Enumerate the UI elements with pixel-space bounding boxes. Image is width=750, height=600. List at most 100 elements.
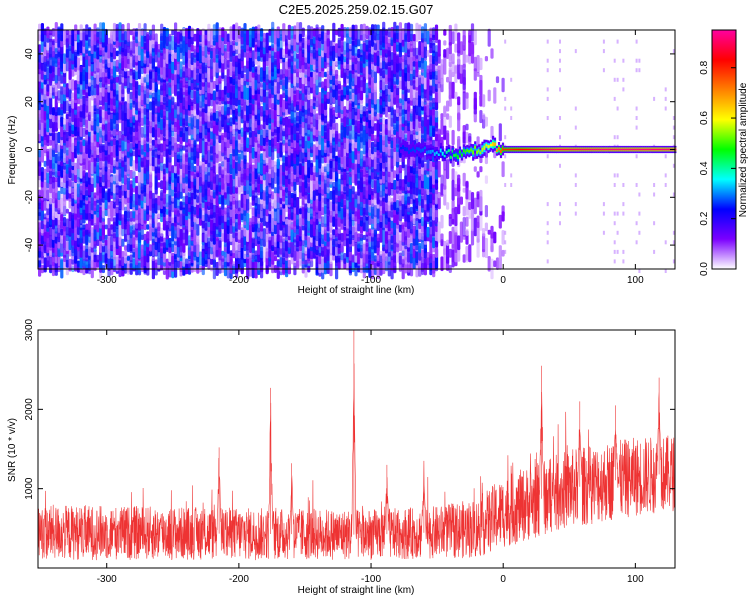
spectrogram-cell <box>210 142 214 154</box>
spectrogram-cell <box>201 244 205 252</box>
spectrogram-cell <box>332 22 336 43</box>
spectrogram-cell <box>71 133 75 153</box>
spectrogram-cell <box>187 235 192 251</box>
spectrogram-cell <box>171 209 175 223</box>
spectrogram-cell <box>260 106 264 117</box>
spectrogram-cell <box>196 87 200 104</box>
spectrogram-cell <box>287 133 291 142</box>
spectrogram-cell <box>63 118 67 126</box>
spectrogram-cell <box>38 23 42 42</box>
spectrogram-cell <box>199 172 203 187</box>
spectrogram-cell <box>262 190 266 201</box>
spectrogram-cell <box>71 79 75 91</box>
spectrogram-cell <box>384 105 389 118</box>
spectrogram-cell <box>323 78 328 92</box>
spectrogram-cell <box>140 76 144 84</box>
spectrogram-cell <box>60 186 64 194</box>
spectrogram-cell <box>104 29 108 35</box>
spectrogram-cell <box>185 43 189 53</box>
spectrogram-cell <box>46 78 50 92</box>
spectrogram-cell <box>96 254 100 263</box>
spectrogram-cell <box>362 234 366 241</box>
spectrogram-cell <box>335 29 339 36</box>
spectrogram-cell <box>182 122 186 142</box>
spectrogram-cell <box>362 155 366 162</box>
spectrogram-cell <box>229 117 233 127</box>
spectrogram-cell <box>146 231 150 244</box>
spectrogram-cell <box>54 153 58 164</box>
spectrogram-cell <box>248 28 253 48</box>
spectrogram-cell <box>251 113 255 131</box>
spectrogram-cell <box>63 129 67 135</box>
spectrogram-cell <box>215 22 219 43</box>
spectrogram-cell <box>115 59 119 69</box>
spectrogram-cell <box>210 233 214 242</box>
spectrogram-cell <box>51 202 56 220</box>
spectrogram-cell <box>115 165 119 184</box>
spectrogram-cell <box>63 248 67 258</box>
spectrogram-cell <box>384 119 389 125</box>
spectrogram-cell <box>149 34 153 41</box>
spectrogram-cell <box>326 29 330 35</box>
spectrogram-cell <box>149 223 153 241</box>
spectrogram-cell <box>185 27 189 37</box>
spectrogram-cell <box>243 65 247 73</box>
spectrogram-cell <box>57 26 61 39</box>
spectrogram-cell <box>273 255 278 262</box>
spectrogram-cell <box>104 170 108 189</box>
spectrogram-cell <box>99 22 103 43</box>
spectrogram-cell <box>101 66 105 73</box>
spectrogram-cell <box>43 160 47 167</box>
spectrogram-cell <box>199 93 203 108</box>
spectrogram-cell <box>226 33 230 42</box>
spectrogram-cell <box>135 80 139 90</box>
spectrogram-cell <box>254 179 258 191</box>
spectrogram-cell <box>168 33 172 42</box>
spectrogram-cell <box>185 81 189 89</box>
spectrogram-cell <box>223 156 228 172</box>
spectrogram-cell <box>223 44 228 52</box>
spectrogram-cell <box>260 28 264 37</box>
spectrogram-cell <box>132 229 136 235</box>
spectrogram-cell <box>201 232 205 243</box>
spectrogram-cell <box>321 25 325 40</box>
spectrogram-cell <box>329 210 333 223</box>
spectrogram-cell <box>268 124 272 130</box>
spectrogram-cell <box>312 108 316 115</box>
spectrogram-cell <box>60 258 64 270</box>
spectrogram-cell <box>207 144 211 152</box>
spectrogram-cell <box>79 218 83 225</box>
spectrogram-cell <box>90 227 94 248</box>
spectrogram-cell <box>115 133 119 142</box>
spectrogram-cell <box>43 178 47 192</box>
spectrogram-cell <box>321 87 325 93</box>
spectrogram-cell <box>351 254 355 263</box>
spectrogram-cell <box>82 245 86 261</box>
spectrogram-cell <box>251 207 255 215</box>
spectrogram-cell <box>65 171 69 189</box>
spectrogram-cell <box>151 139 155 146</box>
spectrogram-cell <box>51 28 56 37</box>
spectrogram-cell <box>179 80 183 101</box>
spectrogram-cell <box>268 192 272 198</box>
spectrogram-cell <box>49 202 53 220</box>
spectrogram-cell <box>143 86 147 105</box>
spectrogram-cell <box>329 159 333 169</box>
spectrogram-cell <box>223 58 228 70</box>
spectrogram-cell <box>373 135 377 141</box>
spectrogram-cell <box>382 21 386 44</box>
spectrogram-cell <box>126 218 130 236</box>
spectrogram-cell <box>90 105 94 117</box>
spectrogram-cell <box>176 205 180 217</box>
spectrogram-cell <box>49 29 53 36</box>
spectrogram-cell <box>82 95 86 117</box>
spectrogram-cell <box>199 251 203 266</box>
spectrogram-cell <box>243 80 247 100</box>
spectrogram-cell <box>329 240 333 256</box>
spectrogram-cell <box>104 239 108 246</box>
spectrogram-cell <box>201 123 205 141</box>
spectrogram-cell <box>101 22 105 43</box>
spectrogram-cell <box>235 186 239 194</box>
spectrogram-cell <box>107 217 111 237</box>
spectrogram-cell <box>79 81 83 99</box>
